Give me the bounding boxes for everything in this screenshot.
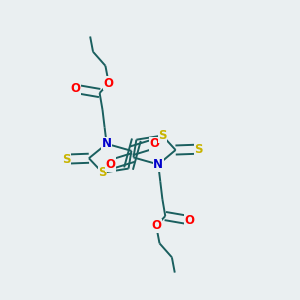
Text: O: O [71, 82, 81, 95]
Text: N: N [102, 137, 112, 150]
Text: S: S [98, 166, 107, 179]
Text: O: O [151, 220, 161, 232]
Text: S: S [62, 153, 71, 166]
Text: N: N [153, 158, 163, 171]
Text: S: S [194, 143, 203, 156]
Text: O: O [149, 137, 159, 150]
Text: O: O [184, 214, 194, 227]
Text: O: O [106, 158, 116, 171]
Text: S: S [158, 129, 166, 142]
Text: O: O [104, 76, 114, 90]
